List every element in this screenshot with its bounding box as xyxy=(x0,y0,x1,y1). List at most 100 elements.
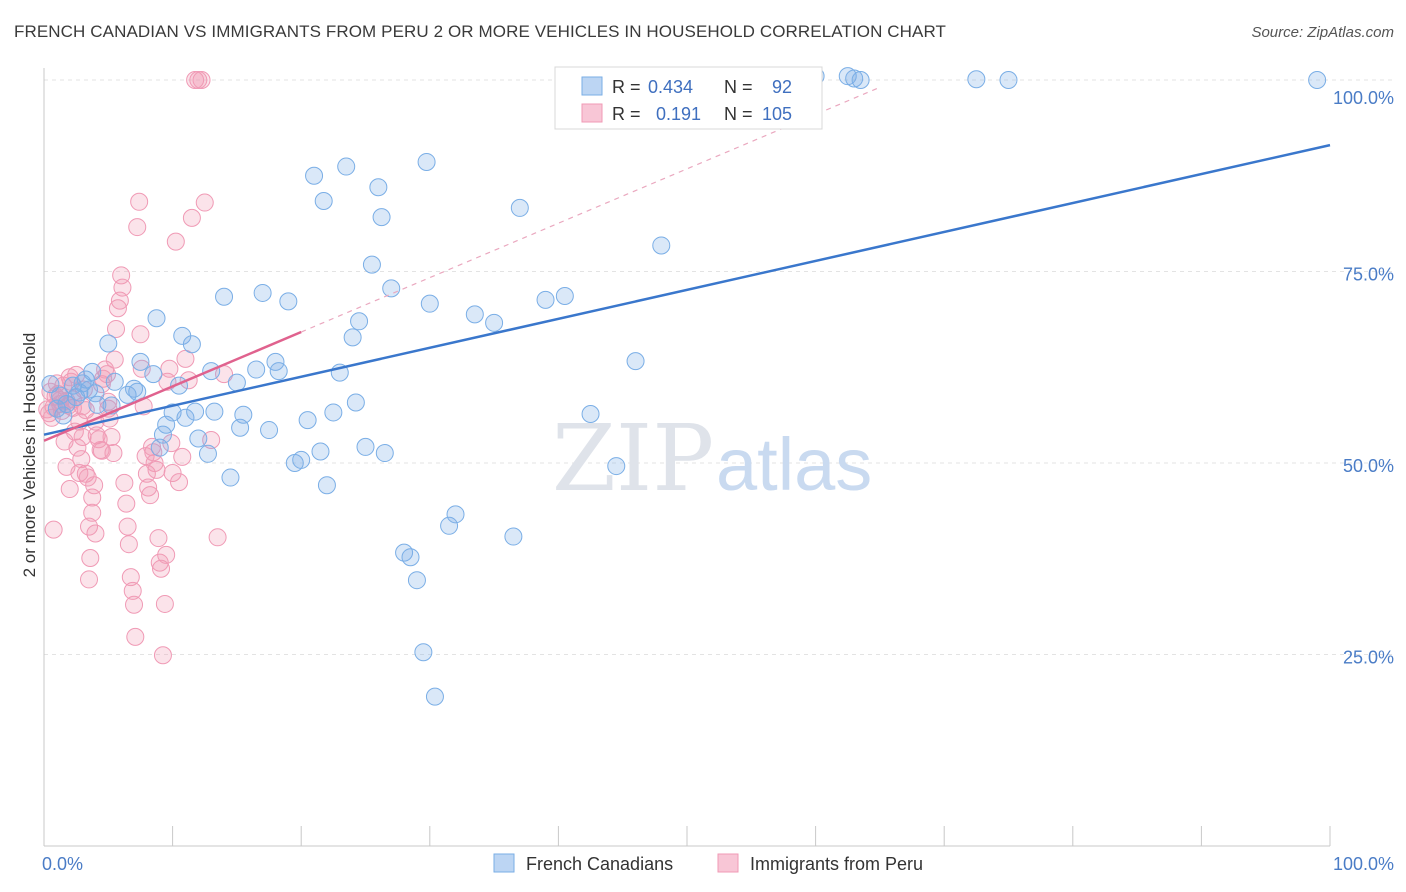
peru-point xyxy=(107,319,126,338)
series-legend-label-blue: French Canadians xyxy=(526,854,673,874)
peru-point xyxy=(131,325,150,344)
peru-point xyxy=(81,548,100,567)
peru-point xyxy=(163,463,182,482)
peru-point xyxy=(119,535,138,554)
legend-r-value-2: 0.191 xyxy=(656,104,701,124)
x-tick-labels: 0.0% 100.0% xyxy=(42,854,1394,874)
peru-point xyxy=(126,627,145,646)
french-canadian-point xyxy=(215,287,234,306)
peru-point xyxy=(118,517,137,536)
peru-point xyxy=(70,463,89,482)
french-canadian-point xyxy=(260,421,279,440)
french-canadian-point xyxy=(851,71,870,89)
peru-point xyxy=(44,520,63,539)
french-canadian-point xyxy=(253,283,272,302)
peru-point xyxy=(147,460,166,479)
peru-point xyxy=(78,468,97,487)
peru-point xyxy=(105,350,124,369)
watermark-atlas: atlas xyxy=(716,423,872,506)
french-canadian-point xyxy=(99,334,118,353)
french-canadian-point xyxy=(382,279,401,298)
french-canadian-point xyxy=(510,198,529,217)
french-canadian-point xyxy=(131,352,150,371)
legend-n-label-2: N = xyxy=(724,104,753,124)
french-canadian-point xyxy=(41,375,60,394)
french-canadian-point xyxy=(607,457,626,476)
french-canadian-point xyxy=(337,157,356,176)
y-axis-title: 2 or more Vehicles in Household xyxy=(20,333,39,578)
legend-r-value-1: 0.434 xyxy=(648,77,693,97)
french-canadian-point xyxy=(420,294,439,313)
y-tick-label: 75.0% xyxy=(1343,265,1394,285)
peru-point xyxy=(92,441,111,460)
peru-point xyxy=(86,524,105,543)
y-tick-label: 50.0% xyxy=(1343,456,1394,476)
french-canadian-point xyxy=(356,437,375,456)
peru-point xyxy=(152,559,171,578)
legend-r-label-2: R = xyxy=(612,104,641,124)
peru-point xyxy=(132,359,151,378)
peru-point xyxy=(153,646,172,665)
peru-point xyxy=(160,359,179,378)
french-canadian-point xyxy=(153,425,172,444)
french-canadian-point xyxy=(234,405,253,424)
peru-point xyxy=(128,218,147,237)
french-canadian-point xyxy=(311,442,330,461)
x-tick-label: 100.0% xyxy=(1333,854,1394,874)
french-canadian-point xyxy=(144,365,163,384)
peru-point xyxy=(73,427,92,446)
series-legend-label-pink: Immigrants from Peru xyxy=(750,854,923,874)
peru-point xyxy=(108,299,127,318)
peru-point xyxy=(173,447,192,466)
peru-point xyxy=(170,473,189,492)
french-canadian-point xyxy=(176,408,195,427)
peru-point xyxy=(72,450,91,469)
french-canadian-point xyxy=(186,402,205,421)
french-canadian-point xyxy=(395,543,414,562)
peru-point xyxy=(150,553,169,572)
x-tick-label: 0.0% xyxy=(42,854,83,874)
peru-point xyxy=(83,503,102,522)
peru-point xyxy=(117,494,136,513)
french-canadian-point xyxy=(1308,71,1327,89)
french-canadian-point xyxy=(269,362,288,381)
french-canadian-point xyxy=(314,192,333,211)
peru-point xyxy=(141,486,160,505)
stats-legend: R = 0.434 N = 92 R = 0.191 N = 105 xyxy=(554,66,823,130)
french-canadian-point xyxy=(305,166,324,185)
french-canadian-point xyxy=(375,444,394,463)
french-canadian-point xyxy=(227,373,246,392)
french-canadian-point xyxy=(125,379,144,398)
french-canadian-point xyxy=(54,406,73,425)
peru-point xyxy=(166,232,185,251)
peru-point xyxy=(98,365,117,384)
french-canadian-point xyxy=(298,411,317,430)
peru-point xyxy=(80,517,99,536)
french-canadian-point xyxy=(76,370,95,389)
french-canadian-point xyxy=(369,178,388,197)
peru-point xyxy=(104,444,123,463)
peru-point xyxy=(149,529,168,548)
french-canadian-point xyxy=(147,309,166,328)
french-canadian-point xyxy=(401,548,420,567)
peru-point xyxy=(208,528,227,547)
french-canadian-point xyxy=(465,305,484,324)
axes xyxy=(43,68,1331,847)
legend-n-label-1: N = xyxy=(724,77,753,97)
french-canadian-point xyxy=(88,395,107,414)
french-canadian-point xyxy=(86,384,105,403)
french-canadian-point xyxy=(581,404,600,423)
peru-point xyxy=(60,480,79,499)
source-label: Source: ZipAtlas.com xyxy=(1251,24,1394,41)
legend-swatch-pink xyxy=(581,103,603,123)
french-canadian-point xyxy=(536,290,555,309)
peru-point xyxy=(195,193,214,212)
french-canadian-point xyxy=(317,476,336,495)
french-canadian-point xyxy=(292,450,311,469)
y-tick-labels: 25.0% 50.0% 75.0% 100.0% xyxy=(1333,88,1394,668)
peru-point xyxy=(130,192,149,211)
french-canadian-point xyxy=(967,70,986,89)
french-canadian-point xyxy=(446,505,465,524)
french-canadian-point xyxy=(485,313,504,332)
peru-point xyxy=(85,476,104,495)
